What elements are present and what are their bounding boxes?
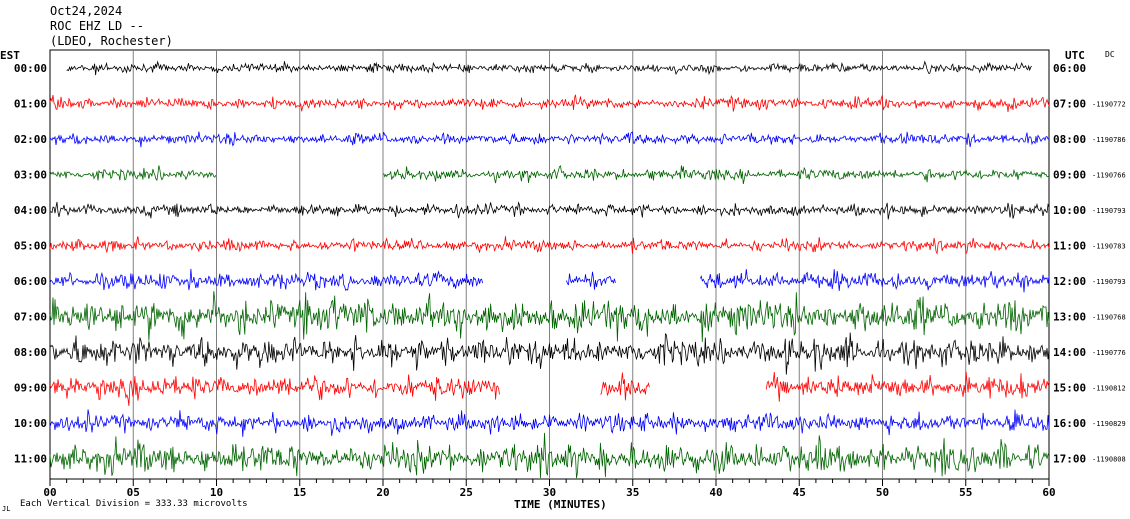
- seismic-trace: [699, 269, 1050, 293]
- traces: [49, 60, 1050, 479]
- x-tick-label: 45: [793, 486, 806, 499]
- utc-hour-label: 17:00: [1053, 453, 1086, 466]
- x-tick-label: 35: [626, 486, 639, 499]
- utc-hour-label: 06:00: [1053, 62, 1086, 75]
- scale-footer: Each Vertical Division = 333.33 microvol…: [20, 499, 248, 509]
- est-hour-label: 00:00: [14, 62, 47, 75]
- utc-hour-label: 15:00: [1053, 382, 1086, 395]
- dc-offset-label: -1190808: [1092, 456, 1126, 464]
- utc-axis-label: UTC: [1065, 49, 1085, 62]
- x-tick-label: 30: [543, 486, 556, 499]
- seismic-trace: [600, 372, 650, 401]
- seismic-trace: [49, 374, 500, 406]
- utc-hour-label: 13:00: [1053, 311, 1086, 324]
- est-hour-label: 04:00: [14, 204, 47, 217]
- x-tick-label: 00: [43, 486, 56, 499]
- seismic-trace: [49, 332, 1050, 375]
- seismic-trace: [49, 201, 1050, 220]
- station-label: ROC EHZ LD --: [50, 19, 144, 33]
- seismic-trace: [66, 60, 1032, 76]
- utc-hour-label: 09:00: [1053, 169, 1086, 182]
- x-tick-label: 55: [959, 486, 972, 499]
- seismic-trace: [49, 409, 1050, 437]
- dc-offset-label: -1190772: [1092, 101, 1126, 109]
- est-hour-label: 10:00: [14, 417, 47, 430]
- dc-offset-label: -1190776: [1092, 349, 1126, 357]
- est-hour-label: 11:00: [14, 453, 47, 466]
- est-hour-label: 02:00: [14, 133, 47, 146]
- dc-label: DC: [1105, 50, 1115, 59]
- dc-offset-label: -1190768: [1092, 314, 1126, 322]
- est-axis-label: EST: [0, 49, 20, 62]
- est-hour-label: 06:00: [14, 275, 47, 288]
- utc-hour-label: 12:00: [1053, 275, 1086, 288]
- dc-offset-label: -1190786: [1092, 136, 1126, 144]
- utc-hour-label: 08:00: [1053, 133, 1086, 146]
- dc-offset-label: -1190783: [1092, 243, 1126, 251]
- est-hour-label: 01:00: [14, 98, 47, 111]
- est-hour-label: 05:00: [14, 240, 47, 253]
- credit-mark: JL: [2, 505, 11, 513]
- x-tick-label: 10: [210, 486, 223, 499]
- est-hour-label: 08:00: [14, 346, 47, 359]
- seismic-trace: [49, 291, 1050, 342]
- date-label: Oct24,2024: [50, 4, 123, 18]
- seismic-trace: [49, 432, 1050, 479]
- utc-hour-label: 10:00: [1053, 204, 1086, 217]
- utc-hour-label: 07:00: [1053, 98, 1086, 111]
- x-tick-label: 25: [460, 486, 473, 499]
- seismic-trace: [566, 271, 616, 290]
- seismic-trace: [383, 165, 1050, 185]
- seismic-trace: [49, 94, 1050, 113]
- seismic-trace: [49, 131, 1050, 148]
- dc-offset-label: -1190829: [1092, 420, 1126, 428]
- labels: EST UTC DC TIME (MINUTES) 00:00 06:00 01:0…: [0, 49, 1126, 511]
- utc-hour-label: 14:00: [1053, 346, 1086, 359]
- x-axis-title: TIME (MINUTES): [514, 498, 607, 511]
- est-hour-label: 07:00: [14, 311, 47, 324]
- dc-offset-label: -1190793: [1092, 207, 1126, 215]
- x-tick-label: 05: [127, 486, 140, 499]
- grid: 00 05 10 15 20 25 30 35 40 45 50 55 60: [43, 49, 1056, 499]
- dc-offset-label: -1190793: [1092, 278, 1126, 286]
- utc-hour-label: 16:00: [1053, 417, 1086, 430]
- x-tick-label: 40: [709, 486, 722, 499]
- network-label: (LDEO, Rochester): [50, 34, 173, 48]
- x-tick-label: 60: [1042, 486, 1055, 499]
- seismic-trace: [765, 371, 1050, 402]
- seismic-trace: [49, 268, 483, 291]
- est-hour-label: 03:00: [14, 169, 47, 182]
- plot-header: Oct24,2024 ROC EHZ LD -- (LDEO, Rocheste…: [50, 4, 173, 49]
- x-tick-label: 15: [293, 486, 306, 499]
- dc-offset-label: -1190766: [1092, 172, 1126, 180]
- utc-hour-label: 11:00: [1053, 240, 1086, 253]
- dc-offset-label: -1190812: [1092, 385, 1126, 393]
- x-tick-label: 50: [876, 486, 889, 499]
- est-hour-label: 09:00: [14, 382, 47, 395]
- seismic-trace: [49, 236, 1050, 255]
- x-tick-label: 20: [376, 486, 389, 499]
- seismic-trace: [49, 165, 217, 182]
